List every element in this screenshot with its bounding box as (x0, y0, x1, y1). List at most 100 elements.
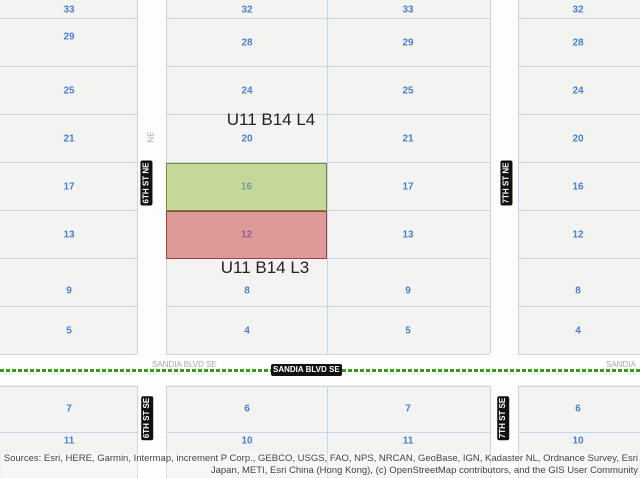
lot-line (518, 386, 519, 478)
lot-line (518, 306, 640, 307)
lot-number: 6 (244, 403, 250, 415)
lot-line (0, 162, 137, 163)
lot-line (166, 114, 327, 115)
lot-number: 20 (241, 133, 253, 145)
street-label-6th-st-se: 6TH ST SE (141, 395, 154, 441)
lot-number: 6 (575, 403, 581, 415)
lot-line (327, 0, 328, 354)
lot-number: 12 (572, 229, 584, 241)
lot-line (518, 114, 640, 115)
lot-number: 16 (572, 181, 584, 193)
lot-line (166, 386, 327, 387)
lot-line (518, 210, 640, 211)
lot-number: 7 (66, 403, 72, 415)
lot-line (0, 386, 137, 387)
lot-line (0, 258, 137, 259)
lot-number: 28 (572, 37, 584, 49)
lot-line (166, 18, 327, 19)
lot-number: 9 (66, 285, 72, 297)
street-label-6th-st-ne: 6TH ST NE (140, 160, 153, 206)
street-label-sandia-faint: SANDIA BLVD SE (152, 360, 217, 369)
lot-line (518, 66, 640, 67)
lot-line (0, 210, 137, 211)
lot-number: 21 (402, 133, 414, 145)
map-attribution: Sources: Esri, HERE, Garmin, Intermap, i… (2, 453, 638, 477)
parcel-lot-number: 16 (240, 181, 253, 193)
parcel-highlight-l3[interactable]: 12 (166, 211, 327, 259)
lot-line (137, 386, 138, 478)
lot-number: 10 (572, 435, 584, 447)
parcel-label-l3: U11 B14 L3 (220, 258, 310, 277)
lot-line (166, 306, 327, 307)
lot-line (518, 0, 519, 354)
lot-number: 21 (63, 133, 75, 145)
lot-number: 13 (402, 229, 414, 241)
lot-number: 4 (244, 325, 250, 337)
lot-line (166, 162, 327, 163)
lot-line (166, 66, 327, 67)
street-label-7th-st-ne: 7TH ST NE (500, 160, 513, 206)
lot-number: 32 (241, 4, 253, 16)
lot-number: 11 (402, 435, 414, 447)
lot-number: 24 (241, 85, 253, 97)
lot-number: 4 (575, 325, 581, 337)
lot-line (327, 306, 490, 307)
parcel-label-l4: U11 B14 L4 (226, 110, 316, 129)
lot-line (490, 386, 491, 478)
lot-number: 20 (572, 133, 584, 145)
lot-number: 28 (241, 37, 253, 49)
lot-number: 5 (66, 325, 72, 337)
lot-line (327, 386, 490, 387)
lot-number: 17 (402, 181, 414, 193)
lot-number: 8 (575, 285, 581, 297)
lot-line (518, 432, 640, 433)
lot-number: 8 (244, 285, 250, 297)
lot-line (518, 258, 640, 259)
parcel-lot-number: 12 (240, 229, 253, 241)
lot-line (327, 354, 490, 355)
lot-line (327, 210, 490, 211)
lot-line (166, 432, 327, 433)
parcel-highlight-l4[interactable]: 16 (166, 163, 327, 211)
lot-number: 33 (63, 4, 75, 16)
lot-line (327, 18, 490, 19)
lot-line (0, 354, 137, 355)
lot-line (327, 114, 490, 115)
lot-line (490, 0, 491, 354)
lot-line (0, 306, 137, 307)
lot-line (327, 162, 490, 163)
lot-number: 25 (402, 85, 414, 97)
lot-line (166, 354, 327, 355)
lot-line (518, 386, 640, 387)
lot-number: 11 (63, 435, 75, 447)
lot-number: 32 (572, 4, 584, 16)
lot-number: 13 (63, 229, 75, 241)
street-label-sandia-blvd: SANDIA BLVD SE (271, 364, 342, 376)
street-label-ne-suffix: NE (146, 131, 156, 143)
lot-line (0, 432, 137, 433)
lot-line (518, 354, 640, 355)
street-label-7th-st-se: 7TH ST SE (497, 395, 510, 441)
lot-line (518, 162, 640, 163)
lot-number: 25 (63, 85, 75, 97)
lot-line (327, 66, 490, 67)
lot-line (327, 432, 490, 433)
lot-number: 5 (405, 325, 411, 337)
lot-number: 29 (402, 37, 414, 49)
lot-number: 33 (402, 4, 414, 16)
lot-number: 9 (405, 285, 411, 297)
lot-line (327, 386, 328, 478)
lot-number: 29 (63, 31, 75, 43)
lot-number: 7 (405, 403, 411, 415)
lot-line (0, 114, 137, 115)
lot-number: 17 (63, 181, 75, 193)
street-label-sandia-faint-right: SANDIA (606, 360, 636, 369)
lot-line (327, 258, 490, 259)
lot-number: 10 (241, 435, 253, 447)
lot-line (0, 18, 137, 19)
lot-line (166, 386, 167, 478)
lot-line (0, 66, 137, 67)
lot-number: 24 (572, 85, 584, 97)
lot-line (518, 18, 640, 19)
